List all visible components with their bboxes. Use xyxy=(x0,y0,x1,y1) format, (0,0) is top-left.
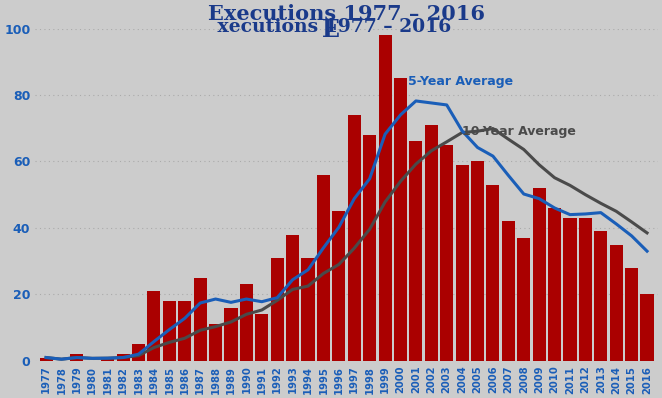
Bar xyxy=(301,258,314,361)
Bar xyxy=(132,344,145,361)
Bar xyxy=(440,145,453,361)
Bar xyxy=(502,221,515,361)
Text: 10-Year Average: 10-Year Average xyxy=(462,125,576,138)
Text: 5-Year Average: 5-Year Average xyxy=(408,75,513,88)
Bar xyxy=(209,324,222,361)
Bar xyxy=(363,135,376,361)
Bar xyxy=(101,357,115,361)
Text: E: E xyxy=(322,18,340,42)
Bar xyxy=(178,301,191,361)
Bar xyxy=(379,35,392,361)
Bar xyxy=(455,165,469,361)
Bar xyxy=(193,278,207,361)
Title: Executions 1977 – 2016: Executions 1977 – 2016 xyxy=(208,4,485,24)
Bar xyxy=(533,188,545,361)
Bar xyxy=(487,185,500,361)
Bar xyxy=(548,208,561,361)
Bar xyxy=(271,258,284,361)
Text: xecutions 1977 – 2016: xecutions 1977 – 2016 xyxy=(211,18,451,36)
Bar xyxy=(409,142,422,361)
Bar xyxy=(317,175,330,361)
Bar xyxy=(471,162,484,361)
Bar xyxy=(240,285,253,361)
Bar xyxy=(224,308,238,361)
Bar xyxy=(286,234,299,361)
Bar xyxy=(579,218,592,361)
Bar xyxy=(641,295,653,361)
Bar xyxy=(163,301,176,361)
Bar xyxy=(70,354,83,361)
Bar xyxy=(425,125,438,361)
Bar xyxy=(148,291,160,361)
Bar xyxy=(256,314,268,361)
Bar xyxy=(594,231,607,361)
Bar xyxy=(348,115,361,361)
Bar xyxy=(394,78,407,361)
Bar xyxy=(332,211,346,361)
Bar xyxy=(40,357,52,361)
Bar xyxy=(610,244,623,361)
Bar xyxy=(563,218,577,361)
Bar xyxy=(517,238,530,361)
Bar xyxy=(117,354,130,361)
Bar xyxy=(625,268,638,361)
